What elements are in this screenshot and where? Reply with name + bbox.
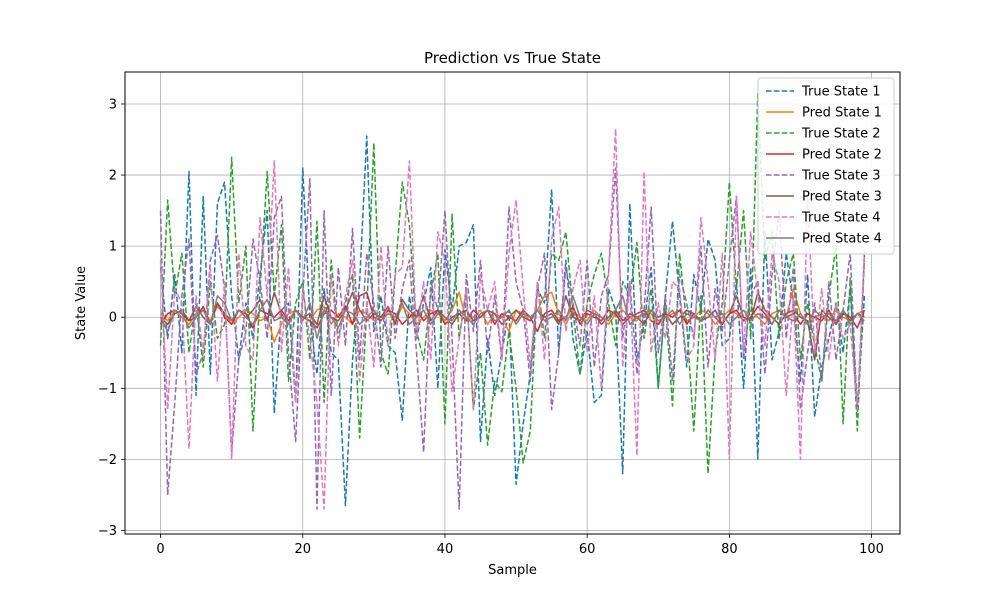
x-tick-label: 40 — [437, 542, 454, 557]
series-line-true-state-1 — [159, 135, 866, 507]
legend-entry-label: True State 3 — [801, 169, 881, 184]
x-tick-label: 80 — [721, 542, 738, 557]
legend-entry-label: Pred State 3 — [802, 190, 882, 205]
y-tick-label: −3 — [98, 524, 117, 539]
y-tick-label: 2 — [109, 169, 117, 184]
legend-entry-label: True State 1 — [801, 85, 881, 100]
y-axis-ticks: −3 −2 −1 0 1 2 3 — [98, 97, 125, 539]
legend-entry-label: Pred State 4 — [802, 232, 882, 247]
chart-title: Prediction vs True State — [424, 49, 601, 67]
legend-box — [757, 77, 895, 255]
y-tick-label: 3 — [109, 97, 117, 112]
x-tick-label: 60 — [579, 542, 596, 557]
series-line-true-state-3 — [159, 167, 866, 510]
x-tick-label: 100 — [859, 542, 884, 557]
series-line-pred-state-3 — [160, 291, 865, 361]
series-line-pred-state-4 — [159, 295, 865, 340]
legend-entry-label: Pred State 2 — [802, 148, 882, 163]
x-tick-label: 20 — [294, 542, 311, 557]
y-tick-label: −2 — [98, 453, 117, 468]
legend-entry-label: Pred State 1 — [802, 106, 882, 121]
x-axis-label: Sample — [488, 563, 537, 578]
series-line-true-state-2 — [159, 92, 866, 475]
y-tick-label: −1 — [98, 382, 117, 397]
legend-entry-label: True State 4 — [801, 211, 881, 226]
y-tick-label: 1 — [109, 240, 117, 255]
x-tick-label: 0 — [156, 542, 164, 557]
x-axis-ticks: 0 20 40 60 80 100 — [156, 534, 884, 557]
axes-frame — [124, 71, 901, 535]
legend-entry-label: True State 2 — [801, 127, 881, 142]
series-line-true-state-4 — [159, 128, 866, 510]
plot-area — [159, 92, 866, 510]
y-axis-label: State Value — [74, 266, 89, 340]
y-tick-label: 0 — [109, 311, 117, 326]
legend: True State 1 Pred State 1 True State 2 Pred… — [757, 77, 895, 255]
